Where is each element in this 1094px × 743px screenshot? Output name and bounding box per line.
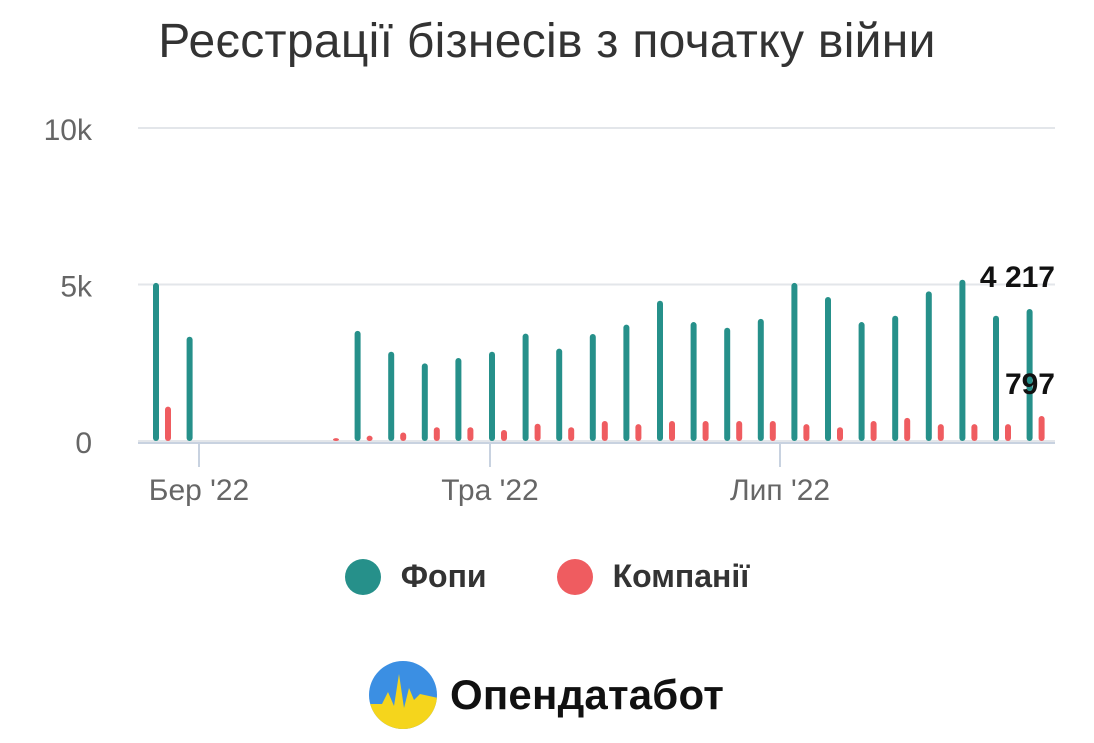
bar-companies [736, 420, 743, 441]
brand-name: Опендатабот [450, 671, 725, 718]
bar-companies [568, 427, 575, 441]
bar-companies [669, 420, 675, 441]
bar-companies [937, 424, 944, 441]
y-tick-label: 5k [60, 271, 93, 304]
bar-fopy [892, 315, 899, 441]
bar-fopy [388, 351, 395, 441]
bar-fopy [556, 348, 563, 441]
bar-companies [601, 420, 608, 441]
bar-chart: 0 5k 10k Бер '22 Тра '22 Лип '22 4 217 797 [44, 114, 1055, 507]
opendatabot-logo-icon [369, 661, 437, 729]
bar-fopy [858, 322, 865, 441]
y-tick-label: 0 [75, 427, 92, 460]
bar-companies [870, 420, 877, 441]
bar-fopy [791, 282, 798, 441]
bar-companies [769, 420, 776, 441]
bar-companies [433, 427, 440, 441]
bar-fopy [153, 282, 159, 441]
legend-swatch-companies [556, 558, 593, 595]
bar-fopy [825, 297, 831, 441]
legend-swatch-fopy [344, 558, 381, 595]
bar-fopy [623, 324, 630, 441]
bar-fopy [186, 336, 193, 441]
chart-title: Реєстрації бізнесів з початку війни [158, 15, 936, 68]
bar-companies [467, 427, 474, 441]
bar-companies [904, 417, 911, 441]
bar-fopy [959, 279, 966, 441]
bar-fopy [657, 300, 663, 441]
bar-fopy [757, 318, 764, 441]
bar-fopy [690, 322, 697, 441]
y-tick-label: 10k [44, 114, 93, 147]
data-label: 797 [1005, 368, 1055, 401]
bar-companies [1038, 416, 1045, 441]
bar-fopy [589, 333, 596, 441]
bar-companies [803, 424, 810, 441]
bar-companies [400, 432, 407, 441]
chart-legend: Фопи Компанії [0, 558, 1094, 595]
brand: Опендатабот [368, 660, 724, 730]
legend-item-fopy[interactable]: Фопи [344, 558, 487, 595]
legend-item-companies[interactable]: Компанії [556, 558, 750, 595]
bar-fopy [455, 358, 462, 441]
bar-fopy [522, 333, 529, 441]
data-label: 4 217 [980, 261, 1055, 294]
bar-companies [971, 424, 978, 441]
bar-fopy [993, 315, 999, 441]
x-tick-label: Бер '22 [149, 474, 250, 507]
bar-fopy [421, 363, 428, 441]
bar-fopy [724, 327, 731, 441]
bar-companies [702, 420, 709, 441]
bar-companies [837, 427, 843, 441]
bar-companies [534, 423, 541, 441]
bar-companies [333, 438, 339, 441]
legend-label-companies: Компанії [612, 558, 750, 594]
bar-companies [501, 430, 507, 441]
bar-fopy [489, 351, 495, 441]
bar-companies [366, 435, 373, 441]
legend-label-fopy: Фопи [400, 558, 487, 594]
x-tick-label: Лип '22 [730, 474, 830, 507]
bar-fopy [354, 330, 361, 441]
bar-fopy [925, 291, 932, 441]
x-tick-label: Тра '22 [441, 474, 538, 507]
bar-companies [165, 406, 171, 441]
bar-companies [1005, 424, 1011, 441]
bar-companies [635, 424, 642, 441]
bar-fopy [1026, 309, 1033, 441]
